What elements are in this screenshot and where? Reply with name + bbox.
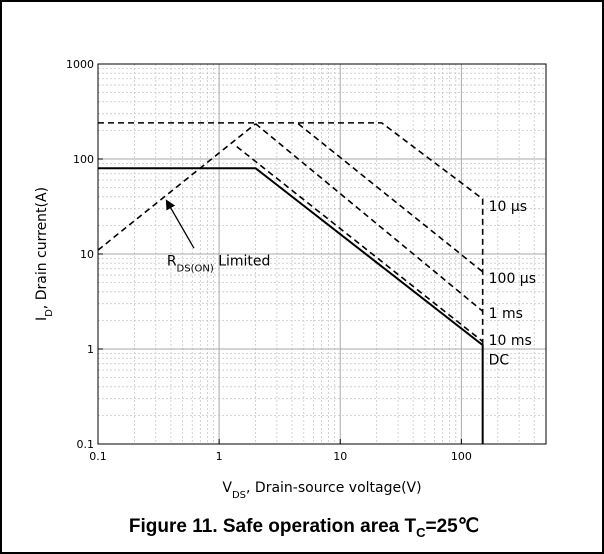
annotation-layer: 10 μs 100 μs 1 ms 10 ms DC [489, 199, 536, 368]
rds-on-arrow [165, 199, 195, 249]
y-tick-label: 100 [73, 153, 94, 166]
series-1ms [255, 123, 484, 312]
annotation-dc: DC [489, 352, 510, 368]
annotation-10ms: 10 ms [489, 333, 532, 349]
series-layer [97, 122, 484, 444]
series-10us [98, 122, 484, 346]
y-tick-label: 1 [87, 343, 94, 356]
series-rds [97, 123, 257, 251]
series-dc [98, 167, 484, 444]
rds-on-limited-label: RDS(ON) Limited [167, 254, 271, 275]
x-tick-label: 10 [333, 450, 347, 463]
annotation-100us: 100 μs [489, 271, 536, 287]
annotation-1ms: 1 ms [489, 306, 523, 322]
y-tick-label: 0.1 [77, 438, 95, 451]
y-tick-label: 1000 [66, 58, 94, 71]
y-axis-label: ID, Drain current(A) [34, 187, 55, 321]
ticks-layer: 0.1 1 10 100 0.1 1 10 100 1000 [66, 58, 472, 463]
figure-caption: Figure 11. Safe operation area TC=25℃ [2, 515, 604, 540]
x-tick-label: 0.1 [89, 450, 107, 463]
series-100us [297, 123, 484, 273]
x-axis-label: VDS, Drain-source voltage(V) [222, 480, 421, 501]
y-tick-label: 10 [80, 248, 94, 261]
series-10ms [236, 145, 484, 343]
x-tick-label: 1 [216, 450, 223, 463]
caption-subscript: C [416, 524, 426, 540]
annotation-10us: 10 μs [489, 199, 527, 215]
x-tick-label: 100 [451, 450, 472, 463]
caption-suffix: =25℃ [425, 516, 480, 537]
caption-prefix: Figure 11. Safe operation area T [128, 516, 417, 537]
